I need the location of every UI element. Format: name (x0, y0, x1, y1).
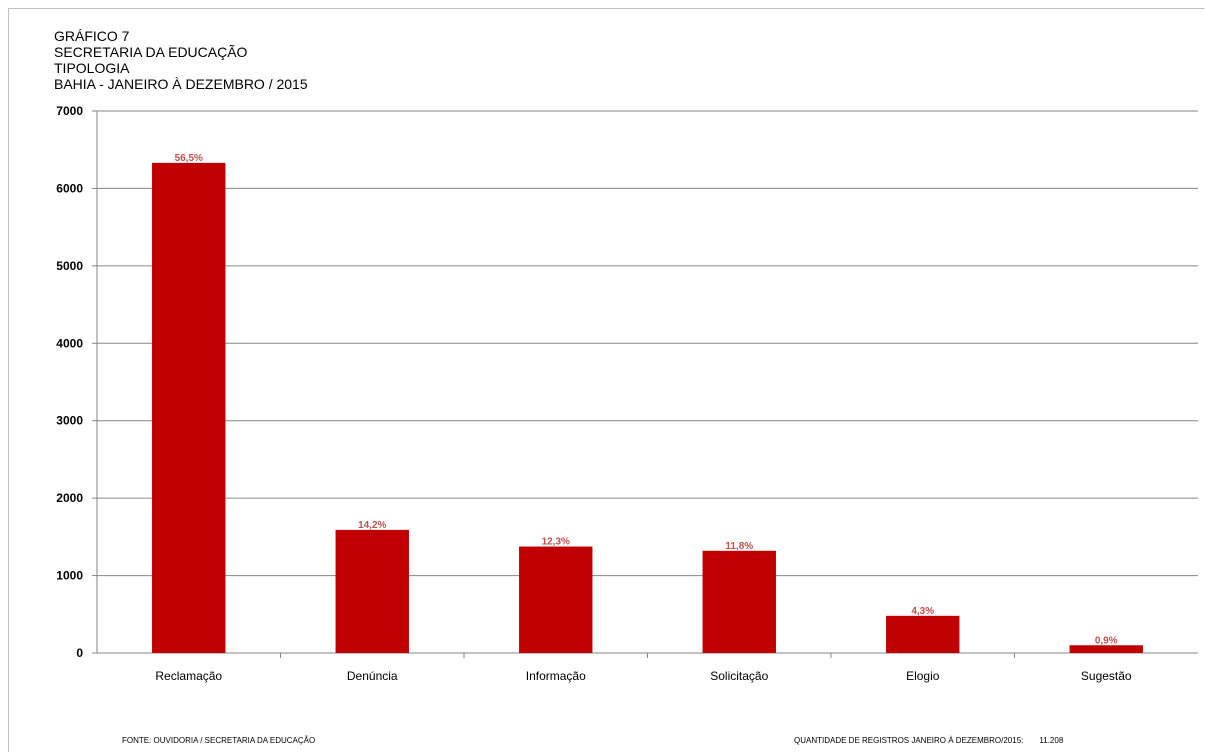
title-line-4: BAHIA - JANEIRO À DEZEMBRO / 2015 (54, 76, 308, 92)
y-tick-label: 0 (76, 646, 83, 660)
total-records: QUANTIDADE DE REGISTROS JANEIRO À DEZEMB… (794, 736, 1063, 745)
y-tick-label: 3000 (56, 414, 83, 428)
x-tick-label: Informação (526, 669, 586, 683)
bar (702, 550, 776, 653)
data-label: 4,3% (911, 606, 934, 617)
chart-title: GRÁFICO 7 SECRETARIA DA EDUCAÇÃO TIPOLOG… (54, 28, 308, 92)
source-note: FONTE: OUVIDORIA / SECRETARIA DA EDUCAÇÃ… (122, 736, 316, 745)
y-tick-label: 7000 (56, 104, 83, 118)
y-tick-label: 6000 (56, 181, 83, 195)
bar (886, 615, 960, 653)
chart-frame (8, 8, 1204, 752)
y-tick-label: 2000 (56, 491, 83, 505)
title-line-1: GRÁFICO 7 (54, 28, 130, 44)
x-tick-label: Elogio (906, 669, 940, 683)
data-label: 11,8% (725, 541, 753, 552)
x-tick-label: Solicitação (710, 669, 768, 683)
x-tick-label: Sugestão (1081, 669, 1132, 683)
total-records-label: QUANTIDADE DE REGISTROS JANEIRO À DEZEMB… (794, 736, 1024, 745)
x-tick-label: Reclamação (155, 669, 222, 683)
title-line-3: TIPOLOGIA (54, 60, 130, 76)
x-tick-label: Denúncia (347, 669, 398, 683)
bar-chart: 0 1000 2000 3000 4000 5000 6000 7000 56,5% Reclam… (56, 104, 1198, 683)
data-label: 56,5% (175, 153, 203, 164)
bar (519, 546, 593, 653)
y-tick-label: 4000 (56, 336, 83, 350)
bar (335, 529, 409, 653)
y-tick-label: 5000 (56, 259, 83, 273)
bar (152, 162, 226, 653)
title-line-2: SECRETARIA DA EDUCAÇÃO (54, 44, 248, 60)
bar (1069, 645, 1143, 653)
data-label: 12,3% (542, 537, 570, 548)
total-records-value: 11.208 (1039, 736, 1064, 745)
data-label: 14,2% (358, 520, 386, 531)
data-label: 0,9% (1095, 635, 1118, 646)
y-tick-label: 1000 (56, 569, 83, 583)
